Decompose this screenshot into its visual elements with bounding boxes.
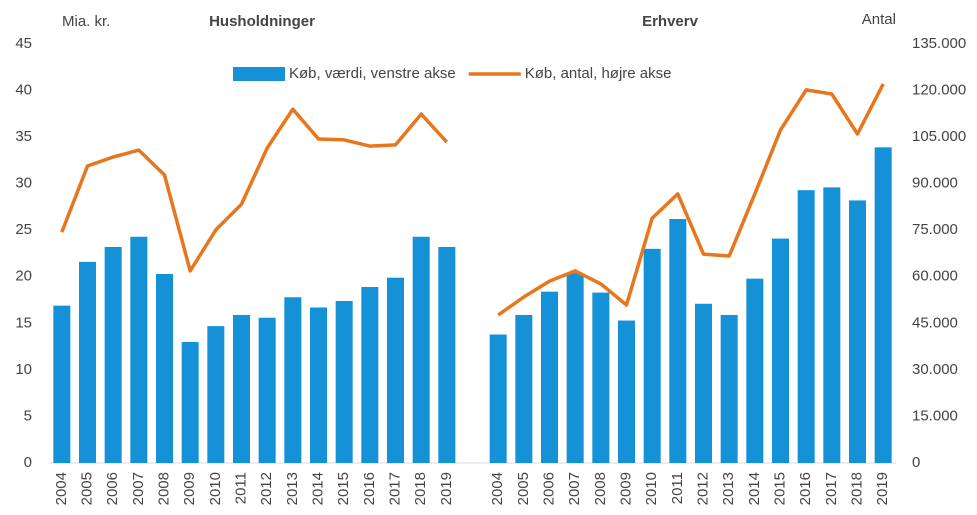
bar [207,326,225,463]
x-tick-label: 2005 [78,472,95,505]
y-tick-label: 10 [15,361,32,378]
bar [361,287,379,463]
y-tick-label: 30 [15,175,32,192]
x-tick-label: 2018 [848,472,865,505]
x-tick-label: 2014 [309,472,326,505]
bar [669,219,687,463]
bar [720,314,738,463]
x-tick-label: 2015 [335,472,352,505]
x-tick-label: 2019 [438,472,455,505]
y-tick-label: 20 [15,268,32,285]
y2-tick-label: 120.000 [912,82,966,99]
x-tick-label: 2011 [669,472,686,504]
y2-tick-label: 15.000 [912,407,958,424]
x-tick-label: 2010 [643,472,660,505]
y2-tick-label: 0 [912,454,920,471]
bar [156,273,173,463]
x-tick-label: 2010 [207,472,224,505]
line [60,83,885,317]
x-tick-label: 2015 [771,472,788,505]
x-tick-label: 2008 [592,472,609,505]
x-tick-label: 2019 [874,472,891,505]
y-tick-label: 15 [15,314,32,331]
bar [643,248,661,463]
bar [310,307,327,463]
x-tick-label: 2008 [155,472,172,505]
bar [130,236,148,463]
bar [412,236,430,463]
bar [695,303,712,463]
y2-tick-label: 75.000 [912,221,958,238]
y-tick-label: 5 [24,407,32,424]
x-tick-label: 2016 [797,472,814,505]
x-tick-label: 2012 [694,472,711,505]
x-tick-label: 2016 [361,472,378,505]
group-title: Erhverv [642,13,699,30]
bar [515,314,533,463]
y-axis-unit: Mia. kr. [62,13,110,30]
x-tick-label: 2013 [720,472,737,505]
x-tick-label: 2017 [823,472,840,505]
bar [566,273,584,463]
x-tick-label: 2014 [746,472,763,505]
bar [746,278,764,463]
bar [335,300,353,463]
y2-tick-label: 135.000 [912,35,966,52]
y-tick-label: 40 [15,82,32,99]
bar [797,190,815,463]
x-tick-label: 2011 [232,472,249,504]
y2-tick-label: 60.000 [912,268,958,285]
bar [592,292,610,463]
y2-tick-label: 105.000 [912,128,966,145]
y2-tick-label: 90.000 [912,175,958,192]
x-tick-label: 2007 [130,472,147,505]
bar [104,246,122,463]
x-tick-label: 2013 [284,472,301,505]
y-tick-label: 0 [24,454,32,471]
bar [258,317,276,463]
x-tick-label: 2006 [104,472,121,505]
x-tick-label: 2017 [386,472,403,505]
bar [618,320,635,463]
bar [387,277,404,463]
y2-tick-label: 30.000 [912,361,958,378]
y2-tick-label: 45.000 [912,314,958,331]
y-tick-label: 45 [15,35,32,52]
x-tick-label: 2004 [489,472,506,505]
bar [874,147,892,463]
bar [772,238,789,463]
bar [233,314,250,463]
bar [823,187,841,463]
x-tick-label: 2012 [258,472,275,505]
x-tick-label: 2007 [566,472,583,505]
y2-axis-unit: Antal [862,11,896,28]
bar [849,200,866,463]
x-tick-label: 2009 [617,472,634,505]
bar [541,291,558,463]
x-tick-label: 2004 [53,472,70,505]
x-tick-label: 2005 [515,472,532,505]
x-tick-label: 2018 [412,472,429,505]
group-title: Husholdninger [209,13,315,30]
legend-label: Køb, værdi, venstre akse [289,65,456,82]
x-tick-label: 2006 [540,472,557,505]
x-tick-label: 2009 [181,472,198,505]
y-tick-label: 25 [15,221,32,238]
bar [284,297,302,463]
bar [489,334,507,463]
y-tick-label: 35 [15,128,32,145]
legend-label: Køb, antal, højre akse [525,65,672,82]
bar [181,341,199,463]
legend-swatch [233,67,285,81]
bar [53,305,71,463]
bar [79,261,96,463]
bar [438,246,456,463]
